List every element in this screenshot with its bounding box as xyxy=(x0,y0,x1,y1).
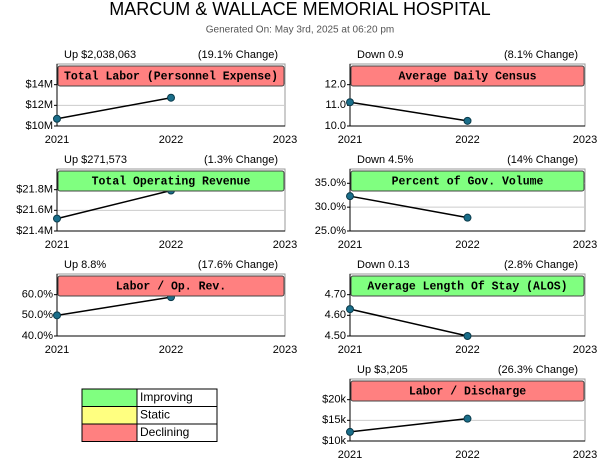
banner-title: Average Daily Census xyxy=(398,71,536,84)
banner-title: Labor / Discharge xyxy=(409,386,526,399)
data-point xyxy=(463,213,472,222)
y-tick-label: 12.0 xyxy=(325,79,346,91)
legend-label: Declining xyxy=(140,425,189,439)
banner-title: Labor / Op. Rev. xyxy=(116,281,226,294)
y-tick-label: 4.70 xyxy=(325,289,346,301)
banner-title: Total Operating Revenue xyxy=(92,176,251,189)
data-point xyxy=(346,192,354,201)
x-tick-label: 2022 xyxy=(455,449,479,461)
legend-swatch xyxy=(81,388,138,407)
x-tick-label: 2023 xyxy=(273,134,297,146)
y-tick-label: $21.6M xyxy=(16,204,53,216)
x-tick-label: 2021 xyxy=(338,239,362,251)
legend-label: Static xyxy=(140,408,170,422)
x-tick-label: 2022 xyxy=(455,134,479,146)
legend-cell xyxy=(136,423,218,442)
change-label: Down 0.13 xyxy=(357,259,410,271)
y-tick-label: 25.0% xyxy=(315,225,346,237)
x-tick-label: 2021 xyxy=(338,344,362,356)
trend-line xyxy=(349,417,468,433)
banner xyxy=(57,275,285,297)
data-point xyxy=(346,98,354,107)
x-tick-label: 2021 xyxy=(338,134,362,146)
y-tick-label: $20k xyxy=(322,394,346,406)
change-label: Down 4.5% xyxy=(357,154,413,166)
x-tick-label: 2021 xyxy=(45,239,69,251)
x-tick-label: 2023 xyxy=(573,239,597,251)
legend-swatch xyxy=(81,423,138,442)
x-tick-label: 2023 xyxy=(273,344,297,356)
banner xyxy=(350,170,585,192)
data-point xyxy=(167,93,175,102)
trend-line xyxy=(56,296,172,317)
x-tick-label: 2022 xyxy=(455,344,479,356)
trend-line xyxy=(349,308,468,337)
y-tick-label: 35.0% xyxy=(315,177,346,189)
percent-change-label: (17.6% Change) xyxy=(198,259,278,271)
data-point xyxy=(463,116,472,125)
banner xyxy=(350,275,585,297)
change-label: Up $271,573 xyxy=(64,154,127,166)
page-title: MARCUM & WALLACE MEMORIAL HOSPITAL xyxy=(109,0,490,19)
x-tick-label: 2022 xyxy=(159,134,183,146)
legend-swatch xyxy=(81,406,138,425)
y-tick-label: $21.4M xyxy=(16,225,53,237)
data-point xyxy=(463,332,472,340)
y-tick-label: 30.0% xyxy=(315,201,346,213)
data-point xyxy=(53,214,61,223)
change-label: Up $2,038,063 xyxy=(64,49,136,61)
x-tick-label: 2021 xyxy=(45,134,69,146)
data-point xyxy=(53,311,61,320)
percent-change-label: (14% Change) xyxy=(507,154,578,166)
trend-line xyxy=(349,101,468,122)
percent-change-label: (19.1% Change) xyxy=(198,49,278,61)
y-tick-label: 11.0 xyxy=(325,99,346,111)
change-label: Up 8.8% xyxy=(64,259,106,271)
x-tick-label: 2023 xyxy=(573,344,597,356)
y-tick-label: $14M xyxy=(25,79,53,91)
trend-line xyxy=(349,195,468,219)
percent-change-label: (26.3% Change) xyxy=(498,364,578,376)
x-tick-label: 2022 xyxy=(455,239,479,251)
percent-change-label: (8.1% Change) xyxy=(504,49,578,61)
data-point xyxy=(53,114,61,123)
y-tick-label: $21.8M xyxy=(16,184,53,196)
banner-title: Average Length Of Stay (ALOS) xyxy=(367,281,567,294)
banner xyxy=(57,65,285,87)
y-tick-label: 4.60 xyxy=(325,309,346,321)
change-label: Down 0.9 xyxy=(357,49,403,61)
percent-change-label: (2.8% Change) xyxy=(504,259,578,271)
y-tick-label: 10.0 xyxy=(325,120,346,132)
banner xyxy=(350,380,585,402)
trend-line xyxy=(56,96,172,120)
x-tick-label: 2023 xyxy=(573,449,597,461)
banner-title: Total Labor (Personnel Expense) xyxy=(64,71,278,84)
y-tick-label: $15k xyxy=(322,414,346,426)
x-tick-label: 2021 xyxy=(338,449,362,461)
y-tick-label: 40.0% xyxy=(22,330,53,342)
change-label: Up $3,205 xyxy=(357,364,408,376)
y-tick-label: $10M xyxy=(25,120,53,132)
y-tick-label: $12M xyxy=(25,99,53,111)
data-point xyxy=(463,414,472,423)
data-point xyxy=(346,305,354,314)
y-tick-label: 50.0% xyxy=(22,309,53,321)
x-tick-label: 2023 xyxy=(573,134,597,146)
data-point xyxy=(346,427,354,436)
page-subtitle: Generated On: May 3rd, 2025 at 06:20 pm xyxy=(206,25,394,36)
percent-change-label: (1.3% Change) xyxy=(204,154,278,166)
banner xyxy=(57,170,285,192)
trend-line xyxy=(56,189,172,220)
x-tick-label: 2022 xyxy=(159,239,183,251)
banner xyxy=(350,65,585,87)
legend-label: Improving xyxy=(140,390,193,404)
y-tick-label: 60.0% xyxy=(22,289,53,301)
banner-title: Percent of Gov. Volume xyxy=(392,176,544,189)
x-tick-label: 2022 xyxy=(159,344,183,356)
y-tick-label: $10k xyxy=(322,435,346,447)
x-tick-label: 2021 xyxy=(45,344,69,356)
y-tick-label: 4.50 xyxy=(325,330,346,342)
x-tick-label: 2023 xyxy=(273,239,297,251)
